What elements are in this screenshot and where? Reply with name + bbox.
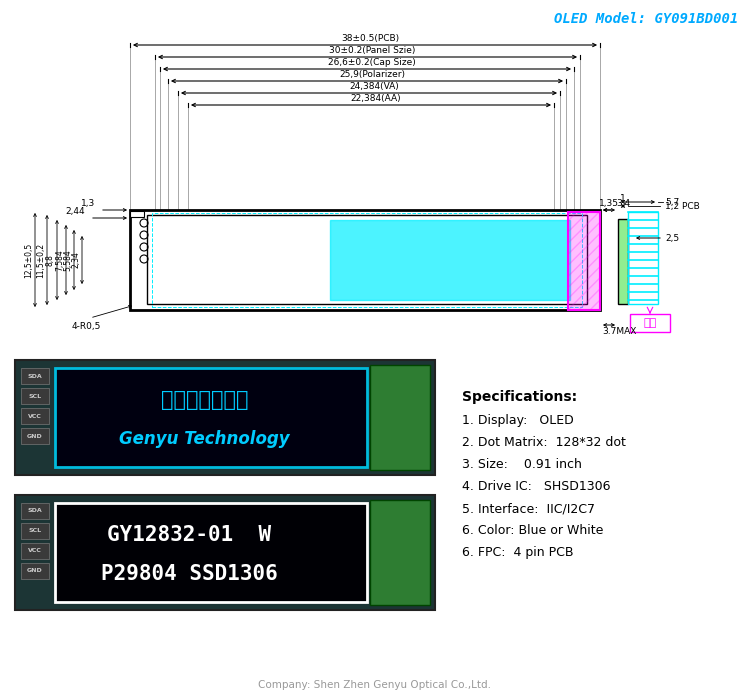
Text: 3. Size:    0.91 inch: 3. Size: 0.91 inch (462, 458, 582, 471)
Text: OLED Model: GY091BD001: OLED Model: GY091BD001 (554, 12, 738, 26)
Text: 30±0.2(Panel Szie): 30±0.2(Panel Szie) (329, 46, 416, 55)
Text: Specifications:: Specifications: (462, 390, 578, 404)
Text: 8,8: 8,8 (46, 254, 55, 266)
Bar (630, 314, 670, 332)
Text: GND: GND (27, 568, 43, 573)
Bar (21, 523, 49, 539)
Bar (370, 365, 430, 470)
Text: 2,44: 2,44 (65, 207, 85, 216)
Text: SCL: SCL (28, 393, 41, 398)
Text: SCL: SCL (28, 528, 41, 533)
Text: Company: Shen Zhen Genyu Optical Co.,Ltd.: Company: Shen Zhen Genyu Optical Co.,Ltd… (259, 680, 491, 690)
Text: VCC: VCC (28, 414, 42, 419)
Bar (55, 368, 367, 467)
Text: 5. Interface:  IIC/I2C7: 5. Interface: IIC/I2C7 (462, 502, 595, 515)
Text: 5,7: 5,7 (665, 197, 680, 206)
Text: 5,584: 5,584 (63, 249, 72, 271)
Bar (628, 212, 658, 304)
Text: 1,3: 1,3 (81, 199, 95, 208)
Bar (15, 495, 435, 610)
Text: 3,4: 3,4 (616, 199, 630, 208)
Text: 6. FPC:  4 pin PCB: 6. FPC: 4 pin PCB (462, 546, 574, 559)
Text: P29804 SSD1306: P29804 SSD1306 (100, 564, 278, 584)
Text: GY12832-01  W: GY12832-01 W (107, 525, 272, 545)
Text: 4. Drive IC:   SHSD1306: 4. Drive IC: SHSD1306 (462, 480, 610, 493)
Text: Genyu Technology: Genyu Technology (119, 430, 290, 448)
Text: 晶耀品质行天下: 晶耀品质行天下 (161, 390, 248, 410)
Bar (21, 428, 49, 444)
Bar (370, 500, 430, 605)
Text: 2. Dot Matrix:  128*32 dot: 2. Dot Matrix: 128*32 dot (462, 436, 626, 449)
Text: SDA: SDA (28, 508, 42, 514)
Text: 2,34: 2,34 (71, 251, 80, 268)
Text: 6. Color: Blue or White: 6. Color: Blue or White (462, 524, 603, 537)
Text: 1: 1 (620, 194, 626, 203)
Bar (21, 408, 49, 424)
Bar (568, 212, 600, 310)
Bar (330, 220, 570, 300)
Text: 24,384(VA): 24,384(VA) (349, 82, 399, 91)
Text: 38±0.5(PCB): 38±0.5(PCB) (341, 34, 399, 43)
Bar (15, 360, 435, 475)
Bar (152, 213, 582, 307)
Text: VCC: VCC (28, 549, 42, 554)
Text: 1. Display:   OLED: 1. Display: OLED (462, 414, 574, 427)
Text: 26,6±0.2(Cap Size): 26,6±0.2(Cap Size) (328, 58, 416, 67)
Bar (21, 503, 49, 519)
Bar (147, 215, 587, 304)
Bar (618, 219, 628, 304)
Text: 25,9(Polarizer): 25,9(Polarizer) (339, 70, 405, 79)
Bar (21, 563, 49, 579)
Bar (130, 211, 144, 217)
Text: 11,5±0,2: 11,5±0,2 (36, 242, 45, 278)
Text: 2,5: 2,5 (665, 234, 680, 242)
Text: 1,2 PCB: 1,2 PCB (665, 202, 700, 211)
Bar (21, 388, 49, 404)
Text: 1,35: 1,35 (599, 199, 619, 208)
Text: 3.7MAX: 3.7MAX (602, 327, 636, 336)
Text: 4-R0,5: 4-R0,5 (72, 322, 101, 331)
Text: 7,584: 7,584 (55, 249, 64, 271)
Text: 泡棉: 泡棉 (644, 318, 657, 328)
Bar (130, 210, 600, 310)
Text: GND: GND (27, 433, 43, 438)
Text: 12,5±0,5: 12,5±0,5 (24, 242, 33, 278)
Text: 22,384(AA): 22,384(AA) (351, 94, 401, 103)
Text: SDA: SDA (28, 374, 42, 379)
Bar (21, 543, 49, 559)
Bar (55, 503, 367, 602)
Bar (568, 212, 600, 310)
Bar (21, 368, 49, 384)
